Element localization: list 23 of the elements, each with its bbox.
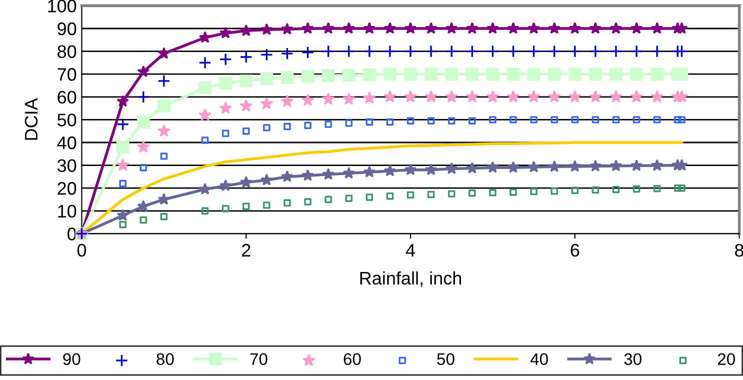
legend-label: 70 [250, 353, 268, 366]
y-tick-label: 100 [48, 0, 76, 12]
x-axis-title: Rainfall, inch [360, 271, 462, 287]
x-tick-label: 0 [77, 244, 86, 257]
y-tick-label: 60 [58, 90, 76, 104]
y-tick-label: 80 [58, 45, 76, 58]
x-tick-label: 2 [242, 244, 250, 257]
y-tick-label: 10 [58, 204, 76, 218]
y-tick-label: 40 [57, 136, 76, 150]
legend-label: 40 [530, 353, 548, 366]
legend-label: 50 [437, 353, 454, 366]
legend-label: 60 [344, 353, 361, 366]
y-tick-label: 90 [58, 22, 76, 36]
legend-label: 80 [156, 353, 174, 366]
y-axis-title: DCIA [24, 98, 38, 140]
legend-label: 30 [624, 353, 642, 366]
legend-label: 20 [718, 353, 735, 366]
y-tick-label: 70 [58, 68, 76, 81]
y-tick-label: 50 [58, 114, 76, 126]
y-tick-label: 20 [58, 182, 76, 195]
x-tick-label: 4 [406, 244, 415, 257]
y-tick-label: 30 [57, 159, 76, 172]
x-tick-label: 6 [570, 244, 580, 257]
